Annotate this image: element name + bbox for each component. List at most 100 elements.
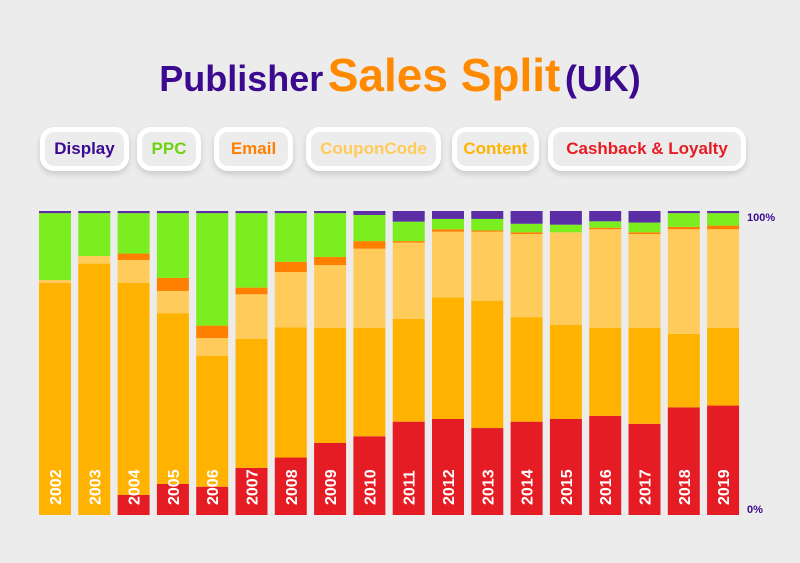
bar-2007-cashback-loyalty <box>235 467 268 515</box>
chart-title: Publisher Sales Split (UK) <box>0 48 800 102</box>
bar-2003-couponcode <box>78 255 111 264</box>
bar-2012-display <box>432 211 464 219</box>
title-sales-split: Sales Split <box>327 49 561 101</box>
bar-2009-ppc <box>314 213 347 257</box>
bar-2018-email <box>667 226 700 230</box>
bar-2015-couponcode <box>549 232 582 325</box>
bar-2011-email <box>392 241 425 243</box>
bar-2016-email <box>589 227 622 230</box>
x-tick-label: 2002 <box>48 469 65 505</box>
bar-2018-ppc <box>667 213 700 227</box>
bar-2005-email <box>156 277 189 291</box>
bar-2010-display <box>353 211 386 215</box>
bar-2016-content <box>589 327 622 416</box>
bar-2008-ppc <box>274 213 307 262</box>
bar-2008-email <box>274 261 307 273</box>
bar-2010-couponcode <box>353 248 386 328</box>
x-tick-label: 2008 <box>284 469 301 505</box>
bar-2019-display <box>707 211 740 214</box>
bar-2007-couponcode <box>235 294 268 339</box>
bar-2003-ppc <box>78 213 111 256</box>
bar-2013-content <box>471 300 504 429</box>
bar-2007-ppc <box>235 213 268 288</box>
bar-2014-display <box>510 211 543 224</box>
bar-2004-email <box>117 253 150 260</box>
bar-2012-content <box>432 297 464 419</box>
bar-2009-couponcode <box>314 265 347 328</box>
bar-2003-content <box>78 263 111 515</box>
bar-2006-ppc <box>196 213 229 326</box>
bar-2006-content <box>196 355 229 487</box>
bar-2010-ppc <box>353 214 386 242</box>
bar-2017-display <box>628 211 661 223</box>
bar-2016-couponcode <box>589 229 622 328</box>
bar-2017-content <box>628 327 661 424</box>
bar-2007-content <box>235 338 268 468</box>
bar-2008-display <box>274 211 307 214</box>
bar-2014-cashback-loyalty <box>510 421 543 515</box>
bar-2016-cashback-loyalty <box>589 415 622 515</box>
y-tick-0: 0% <box>747 504 763 516</box>
bar-2003-display <box>78 211 111 214</box>
bar-2005-cashback-loyalty <box>156 483 189 515</box>
bar-2012-email <box>432 229 464 232</box>
x-tick-label: 2010 <box>362 469 379 505</box>
bar-2005-display <box>156 211 189 214</box>
bar-2014-ppc <box>510 223 543 233</box>
bar-2019-content <box>707 327 740 406</box>
bar-2004-display <box>117 211 150 214</box>
x-tick-label: 2018 <box>677 469 694 505</box>
x-tick-label: 2012 <box>441 469 458 505</box>
bar-2019-couponcode <box>707 229 740 328</box>
bar-2012-couponcode <box>432 231 464 298</box>
legend-cashback-loyalty: Cashback & Loyalty <box>548 127 746 171</box>
bar-2013-ppc <box>471 218 504 231</box>
bar-2013-couponcode <box>471 231 504 301</box>
bar-2004-couponcode <box>117 259 150 283</box>
bar-2012-ppc <box>432 218 464 230</box>
x-tick-label: 2015 <box>559 469 576 505</box>
bar-2007-display <box>235 211 268 214</box>
bar-2018-couponcode <box>667 229 700 334</box>
bar-2011-content <box>392 318 425 422</box>
bar-2018-display <box>667 211 700 214</box>
bar-2005-ppc <box>156 213 189 278</box>
bar-2011-display <box>392 211 425 222</box>
bar-2013-display <box>471 211 504 219</box>
bar-2008-couponcode <box>274 272 307 328</box>
bar-2009-email <box>314 256 347 266</box>
bar-2011-ppc <box>392 221 425 242</box>
bar-2015-content <box>549 325 582 419</box>
bar-2015-ppc <box>549 224 582 233</box>
x-tick-label: 2006 <box>205 469 222 505</box>
legend-content: Content <box>452 127 539 171</box>
bar-2019-email <box>707 225 740 230</box>
bar-2014-couponcode <box>510 234 543 318</box>
bar-2010-content <box>353 327 386 437</box>
bar-2005-couponcode <box>156 290 189 314</box>
x-tick-label: 2009 <box>323 469 340 505</box>
bar-2006-cashback-loyalty <box>196 486 229 515</box>
x-tick-label: 2007 <box>245 469 262 505</box>
legend-couponcode: CouponCode <box>306 127 441 171</box>
bar-2019-ppc <box>707 213 740 226</box>
bar-2004-cashback-loyalty <box>117 494 150 515</box>
bar-2005-content <box>156 313 189 484</box>
x-tick-label: 2011 <box>402 470 419 505</box>
bar-2013-email <box>471 230 504 232</box>
y-tick-100: 100% <box>747 212 776 224</box>
legend-email: Email <box>214 127 293 171</box>
bar-2015-cashback-loyalty <box>549 418 582 515</box>
x-tick-label: 2017 <box>638 469 655 505</box>
bar-2016-ppc <box>589 221 622 228</box>
bar-2010-email <box>353 241 386 249</box>
bar-2011-couponcode <box>392 242 425 319</box>
legend-ppc: PPC <box>137 127 201 171</box>
bar-2016-display <box>589 211 622 222</box>
bar-2004-ppc <box>117 213 150 254</box>
bar-2014-email <box>510 232 543 235</box>
x-tick-label: 2014 <box>520 469 537 505</box>
bar-2009-content <box>314 327 347 443</box>
bar-2017-couponcode <box>628 234 661 328</box>
